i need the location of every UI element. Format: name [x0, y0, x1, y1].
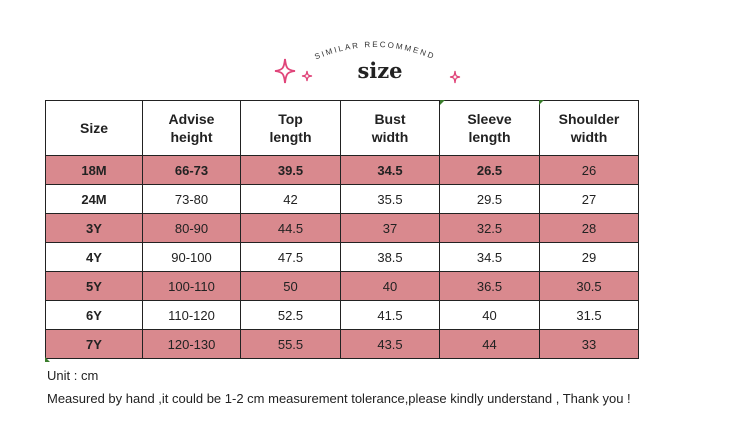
table-cell: 44.5: [240, 213, 341, 243]
table-cell: 38.5: [340, 242, 440, 272]
table-row: 7Y 120-130 55.5 43.5 44 33: [45, 329, 639, 359]
table-cell: 29.5: [439, 184, 540, 214]
table-cell: 80-90: [142, 213, 241, 243]
column-header-size: Size: [45, 100, 143, 156]
table-cell: 55.5: [240, 329, 341, 359]
table-cell: 66-73: [142, 155, 241, 185]
table-cell: 3Y: [45, 213, 143, 243]
similar-recommend-arc-text: SIMILAR RECOMMEND: [313, 40, 434, 61]
table-cell: 29: [539, 242, 639, 272]
table-cell: 41.5: [340, 300, 440, 330]
table-cell: 100-110: [142, 271, 241, 301]
table-cell: 40: [439, 300, 540, 330]
table-header-row: Size Advise height Top length Bust width…: [45, 100, 639, 156]
table-cell: 90-100: [142, 242, 241, 272]
sparkle-large-icon: [274, 58, 296, 84]
corner-marker-icon: [539, 100, 544, 105]
column-header-bust-width: Bust width: [340, 100, 440, 156]
table-row: 18M 66-73 39.5 34.5 26.5 26: [45, 155, 639, 185]
table-cell: 50: [240, 271, 341, 301]
table-row: 4Y 90-100 47.5 38.5 34.5 29: [45, 242, 639, 272]
sparkle-right-icon: [449, 70, 461, 84]
column-header-advise-height: Advise height: [142, 100, 241, 156]
table-cell: 43.5: [340, 329, 440, 359]
table-cell: 28: [539, 213, 639, 243]
table-cell: 34.5: [439, 242, 540, 272]
header: SIMILAR RECOMMEND size: [0, 0, 750, 100]
table-cell: 42: [240, 184, 341, 214]
column-header-sleeve-length: Sleeve length: [439, 100, 540, 156]
size-chart-table: Size Advise height Top length Bust width…: [45, 100, 639, 359]
table-row: 5Y 100-110 50 40 36.5 30.5: [45, 271, 639, 301]
table-cell: 47.5: [240, 242, 341, 272]
table-cell: 26.5: [439, 155, 540, 185]
table-row: 24M 73-80 42 35.5 29.5 27: [45, 184, 639, 214]
table-cell: 6Y: [45, 300, 143, 330]
table-cell: 7Y: [45, 329, 143, 359]
table-cell: 30.5: [539, 271, 639, 301]
table-cell: 39.5: [240, 155, 341, 185]
table-cell: 33: [539, 329, 639, 359]
table-cell: 31.5: [539, 300, 639, 330]
table-cell: 110-120: [142, 300, 241, 330]
table-cell: 4Y: [45, 242, 143, 272]
table-cell: 37: [340, 213, 440, 243]
table-cell: 18M: [45, 155, 143, 185]
table-row: 6Y 110-120 52.5 41.5 40 31.5: [45, 300, 639, 330]
table-cell: 52.5: [240, 300, 341, 330]
table-cell: 73-80: [142, 184, 241, 214]
corner-marker-icon: [440, 100, 445, 105]
corner-marker-icon: [45, 357, 50, 362]
table-cell: 32.5: [439, 213, 540, 243]
unit-note: Unit : cm: [47, 368, 99, 383]
table-cell: 34.5: [340, 155, 440, 185]
table-cell: 26: [539, 155, 639, 185]
table-cell: 44: [439, 329, 540, 359]
sparkle-small-icon: [301, 70, 313, 82]
table-row: 3Y 80-90 44.5 37 32.5 28: [45, 213, 639, 243]
table-cell: 5Y: [45, 271, 143, 301]
page-title: size: [357, 58, 403, 83]
table-cell: 27: [539, 184, 639, 214]
table-cell: 24M: [45, 184, 143, 214]
measurement-disclaimer: Measured by hand ,it could be 1-2 cm mea…: [47, 391, 631, 406]
column-header-top-length: Top length: [240, 100, 341, 156]
table-cell: 36.5: [439, 271, 540, 301]
table-cell: 40: [340, 271, 440, 301]
table-cell: 35.5: [340, 184, 440, 214]
table-cell: 120-130: [142, 329, 241, 359]
column-header-shoulder-width: Shoulder width: [539, 100, 639, 156]
